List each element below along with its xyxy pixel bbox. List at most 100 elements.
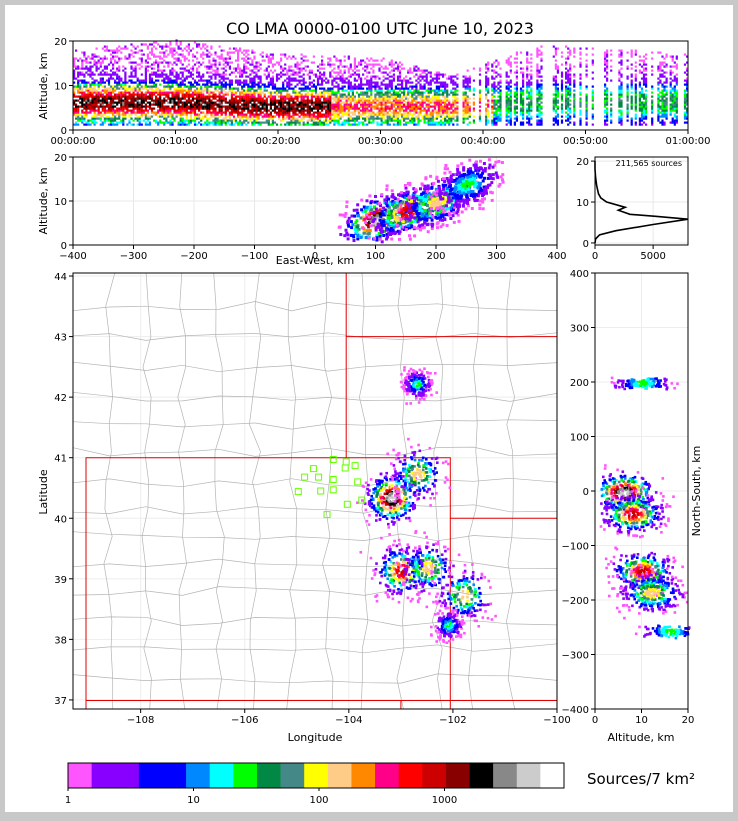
altitude-time-cell <box>155 71 158 74</box>
altitude-time-cell <box>308 81 311 84</box>
altitude-time-cell <box>138 103 141 106</box>
altitude-time-cell <box>222 95 225 98</box>
altitude-time-cell <box>554 51 557 54</box>
altitude-time-cell <box>439 107 443 110</box>
altitude-time-cell <box>384 121 387 124</box>
altitude-time-cell <box>226 51 229 54</box>
altitude-time-cell <box>478 101 482 104</box>
altitude-time-cell <box>259 109 262 112</box>
altitude-time-cell <box>179 111 182 114</box>
altitude-time-cell <box>290 103 293 106</box>
altitude-time-cell <box>280 103 283 106</box>
altitude-time-cell <box>116 69 119 72</box>
altitude-time-cell <box>183 111 186 114</box>
altitude-time-cell <box>218 115 221 118</box>
altitude-time-cell <box>530 75 533 78</box>
altitude-time-cell <box>157 101 160 104</box>
altitude-time-cell <box>196 89 199 92</box>
altitude-time-cell <box>175 109 178 112</box>
altitude-time-cell <box>200 79 203 82</box>
altitude-time-cell <box>249 95 252 98</box>
altitude-time-cell <box>85 83 88 86</box>
altitude-time-cell <box>366 109 369 112</box>
altitude-time-cell <box>415 89 418 92</box>
altitude-time-cell <box>396 69 400 72</box>
altitude-time-cell <box>526 77 529 80</box>
altitude-time-cell <box>565 71 568 74</box>
altitude-time-cell <box>411 117 414 120</box>
altitude-time-cell <box>509 65 512 68</box>
altitude-time-cell <box>292 73 295 76</box>
altitude-time-cell <box>487 89 490 92</box>
altitude-time-cell <box>306 85 309 88</box>
altitude-time-cell <box>97 117 100 120</box>
altitude-time-cell <box>495 75 498 78</box>
altitude-time-cell <box>573 113 576 116</box>
altitude-time-cell <box>208 117 211 120</box>
altitude-time-cell <box>155 83 158 86</box>
altitude-time-cell <box>294 103 297 106</box>
altitude-time-cell <box>251 59 254 62</box>
altitude-time-cell <box>405 83 408 86</box>
altitude-time-cell <box>433 99 436 102</box>
altitude-time-cell <box>405 117 408 120</box>
altitude-time-cell <box>312 79 315 82</box>
altitude-time-cell <box>499 91 502 94</box>
altitude-time-cell <box>554 103 557 106</box>
altitude-time-cell <box>540 87 543 90</box>
altitude-time-cell <box>355 73 359 76</box>
altitude-time-cell <box>153 119 156 122</box>
altitude-time-cell <box>251 117 254 120</box>
altitude-time-cell <box>91 109 94 112</box>
altitude-time-cell <box>372 119 375 122</box>
altitude-time-cell <box>183 83 186 86</box>
altitude-time-cell <box>497 113 500 116</box>
altitude-time-cell <box>150 91 154 94</box>
altitude-time-cell <box>519 97 523 100</box>
altitude-time-cell <box>218 111 221 114</box>
altitude-time-cell <box>130 103 133 106</box>
altitude-time-cell <box>446 91 449 94</box>
altitude-time-cell <box>349 89 352 92</box>
altitude-time-cell <box>210 91 213 94</box>
altitude-time-cell <box>257 81 260 84</box>
altitude-time-cell <box>159 57 162 60</box>
altitude-time-cell <box>538 95 541 98</box>
altitude-time-cell <box>509 99 512 102</box>
altitude-time-cell <box>93 95 96 98</box>
altitude-time-cell <box>454 99 457 102</box>
altitude-time-cell <box>265 121 268 124</box>
altitude-time-cell <box>493 105 496 108</box>
altitude-time-cell <box>132 105 135 108</box>
altitude-time-cell <box>226 53 229 56</box>
altitude-time-cell <box>107 87 111 90</box>
altitude-time-cell <box>308 69 311 72</box>
altitude-time-cell <box>522 101 525 104</box>
altitude-time-cell <box>218 109 221 112</box>
altitude-time-cell <box>331 113 334 116</box>
altitude-time-cell <box>132 87 135 90</box>
altitude-time-cell <box>148 77 152 80</box>
altitude-time-cell <box>505 61 508 64</box>
altitude-time-cell <box>509 97 512 100</box>
altitude-time-cell <box>267 75 270 78</box>
altitude-time-cell <box>185 95 188 98</box>
altitude-time-cell <box>456 89 459 92</box>
altitude-time-cell <box>302 59 305 62</box>
altitude-time-cell <box>382 57 385 60</box>
altitude-time-cell <box>251 49 254 52</box>
altitude-time-cell <box>423 115 426 118</box>
altitude-time-cell <box>530 61 533 64</box>
altitude-time-cell <box>513 107 516 110</box>
altitude-time-cell <box>316 93 320 96</box>
altitude-time-cell <box>366 75 369 78</box>
altitude-time-cell <box>491 77 494 80</box>
altitude-time-cell <box>513 109 516 112</box>
altitude-time-cell <box>378 123 381 126</box>
altitude-time-cell <box>431 111 434 114</box>
altitude-time-cell <box>573 93 576 96</box>
altitude-time-cell <box>271 85 274 88</box>
altitude-time-cell <box>228 99 231 102</box>
altitude-time-cell <box>296 91 299 94</box>
altitude-time-cell <box>579 91 582 94</box>
